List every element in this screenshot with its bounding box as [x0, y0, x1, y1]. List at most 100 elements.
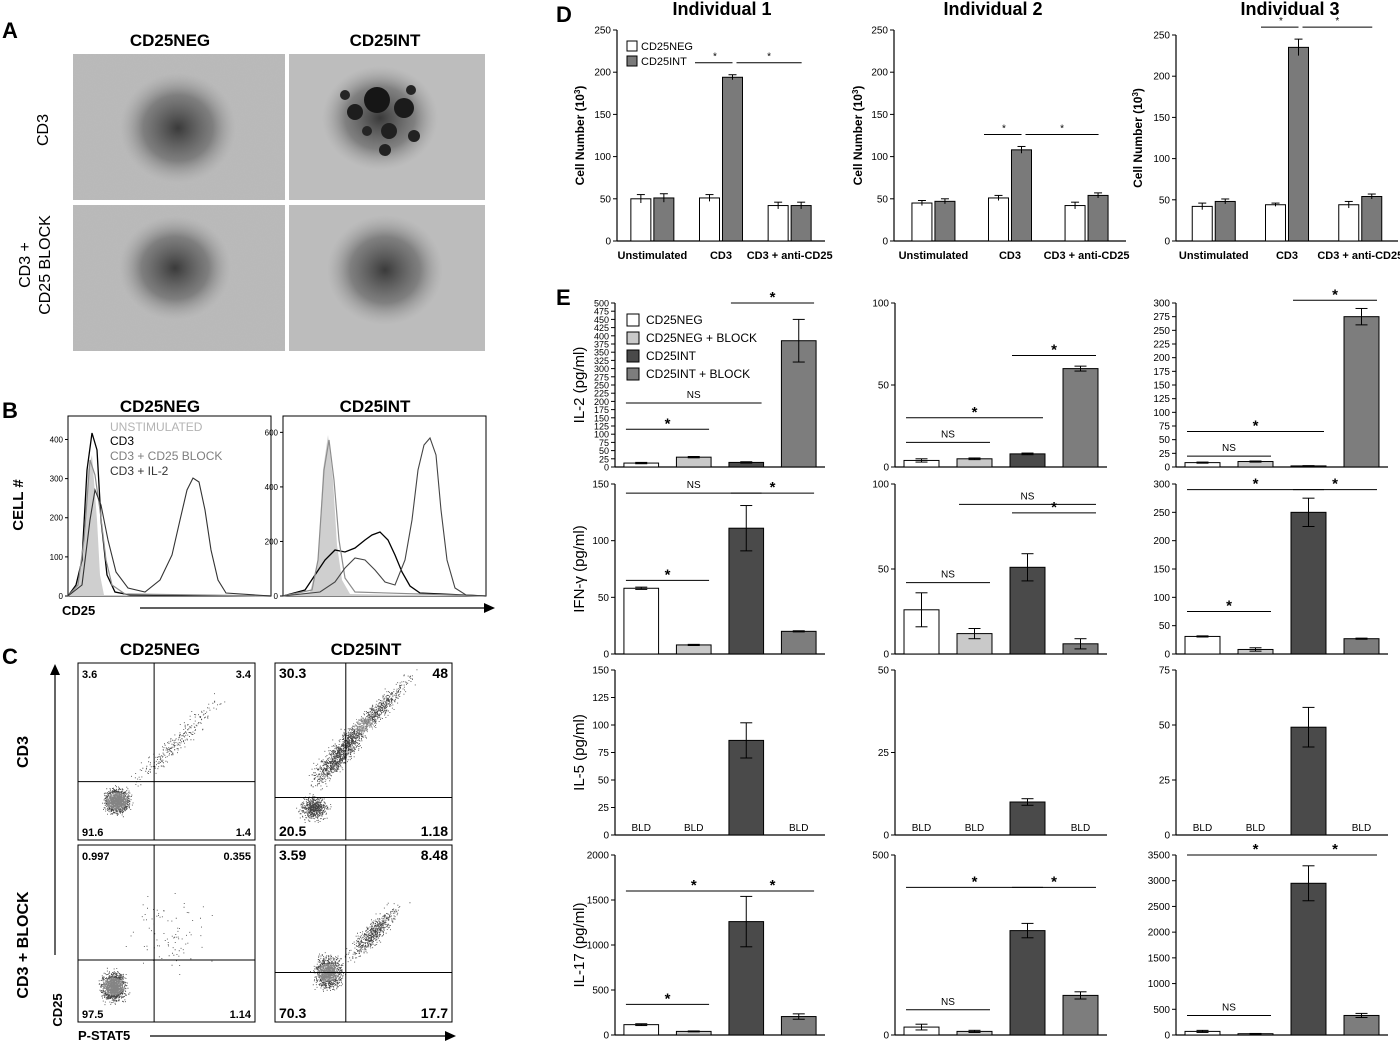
x-tick-label: Unstimulated	[899, 250, 969, 262]
panel-a-letter: A	[2, 18, 18, 43]
y-tick-label: 200	[1153, 536, 1170, 547]
cytokine-chart: IL-17 (pg/ml) 0 500 1000 1500 2000 * * *	[571, 851, 825, 1042]
hist-ytick-label: 400	[265, 483, 279, 492]
y-tick-label: 500	[1153, 1005, 1170, 1016]
legend-swatch	[626, 367, 640, 381]
cell-number-chart: Individual 1 Cell Number (103) 0 50 100 150 20…	[573, 0, 833, 262]
quadrant-lower-right: 1.18	[421, 823, 448, 839]
quadrant-upper-right: 3.4	[236, 669, 252, 681]
micrograph-int-block	[289, 205, 485, 351]
bar	[1062, 994, 1099, 1036]
hist-ytick-label: 100	[50, 553, 64, 562]
sig-star: *	[767, 52, 771, 63]
y-tick-label: 200	[594, 68, 611, 79]
panel-e-legend: CD25NEG CD25NEG + BLOCK CD25INT CD25INT + B…	[626, 313, 757, 381]
legend-label: CD25INT	[646, 349, 697, 363]
panel-a-col-2: CD25INT	[350, 31, 421, 50]
chart-title: Individual 3	[1240, 0, 1339, 19]
y-tick-label: 225	[1153, 340, 1170, 351]
cytokine-chart: 0 50 100 NS * *	[872, 299, 1107, 474]
sig-star: *	[665, 990, 671, 1007]
dotplot-density-core	[102, 977, 125, 996]
sig-star: *	[1253, 417, 1259, 434]
x-tick-label: Unstimulated	[1179, 250, 1249, 262]
sig-star: *	[1051, 499, 1057, 516]
legend-swatch	[626, 313, 640, 327]
bld-label: BLD	[1352, 823, 1371, 834]
y-tick-label: 275	[1153, 312, 1170, 323]
y-tick-label: 0	[883, 463, 889, 474]
panel-b-arrowhead	[484, 603, 495, 613]
cytokine-chart: IFN-γ (pg/ml) 0 50 100 150 * NS *	[571, 479, 825, 661]
bar	[1062, 368, 1099, 468]
y-tick-label: 500	[592, 986, 609, 997]
cell-number-chart: Individual 3 Cell Number (103) 0 50 100 150 20…	[1131, 0, 1400, 262]
bar	[1343, 1014, 1380, 1036]
y-axis-label: IL-17 (pg/ml)	[571, 902, 588, 987]
bar	[1009, 930, 1046, 1036]
y-tick-label: 150	[871, 110, 888, 121]
sig-star: *	[665, 415, 671, 432]
chart-title: Individual 2	[943, 0, 1042, 19]
y-tick-label: 175	[1153, 367, 1170, 378]
y-tick-label: 75	[599, 438, 609, 448]
sig-star: *	[665, 566, 671, 583]
y-tick-label: 3500	[1148, 851, 1171, 862]
quadrant-lower-right: 17.7	[421, 1005, 448, 1021]
y-tick-label: 50	[878, 666, 890, 677]
sig-star: *	[713, 52, 717, 63]
y-label-sup: 3	[1131, 92, 1140, 97]
bld-label: BLD	[1071, 823, 1090, 834]
dotplot-frame	[77, 662, 256, 841]
y-tick-label: 0	[605, 237, 611, 248]
sig-star: *	[1051, 341, 1057, 358]
y-tick-label: 100	[1153, 593, 1170, 604]
y-tick-label: 1000	[1148, 979, 1171, 990]
hist-il2-int	[282, 436, 487, 597]
y-tick-label: 50	[598, 776, 610, 787]
y-tick-label: 100	[592, 536, 609, 547]
y-tick-label: 225	[594, 389, 609, 399]
y-label-main: Cell Number (10	[851, 94, 865, 186]
y-tick-label: 325	[594, 356, 609, 366]
y-axis-label: IFN-γ (pg/ml)	[571, 525, 588, 613]
cell-number-chart: Individual 2 Cell Number (103) 0 50 100 150 20…	[851, 0, 1130, 262]
y-tick-label: 75	[598, 748, 610, 759]
y-tick-label: 275	[594, 372, 609, 382]
y-tick-label: 2000	[587, 851, 610, 862]
bar	[630, 198, 652, 242]
bar	[1087, 194, 1109, 242]
panel-c-yaxis: CD25	[50, 993, 65, 1026]
x-tick-label: CD3 + anti-CD25	[747, 250, 833, 262]
legend-label: CD25NEG	[646, 313, 703, 327]
micrograph-neg-cd3	[73, 54, 285, 200]
y-axis-label: IL-2 (pg/ml)	[571, 347, 588, 424]
bar	[1343, 638, 1380, 655]
dotplot-density-core	[106, 792, 128, 810]
y-tick-label: 25	[878, 748, 890, 759]
hist-ytick-label: 400	[50, 435, 64, 444]
quadrant-lower-left: 97.5	[82, 1009, 103, 1021]
quadrant-lower-right: 1.14	[230, 1009, 252, 1021]
quadrant-upper-right: 48	[432, 665, 448, 681]
sig-star: *	[1332, 476, 1338, 493]
legend-swatch	[626, 40, 638, 52]
hist-cd3-int	[282, 531, 487, 597]
bar	[790, 205, 812, 242]
sig-ns: NS	[941, 429, 955, 440]
y-tick-label: 250	[1153, 508, 1170, 519]
y-tick-label: 200	[1153, 353, 1170, 364]
bld-label: BLD	[1246, 823, 1265, 834]
legend-cd3-block: CD3 + CD25 BLOCK	[110, 449, 222, 463]
bar	[767, 205, 789, 242]
y-tick-label: 50	[599, 446, 609, 456]
panel-c-col-1: CD25NEG	[120, 640, 200, 659]
bar	[1009, 566, 1046, 655]
sig-star: *	[1060, 123, 1064, 134]
y-tick-label: 50	[1159, 435, 1171, 446]
y-label-main: Cell Number (10	[1131, 96, 1145, 188]
y-tick-label: 150	[1153, 565, 1170, 576]
bar	[623, 587, 660, 655]
y-tick-label: 150	[1153, 113, 1170, 124]
